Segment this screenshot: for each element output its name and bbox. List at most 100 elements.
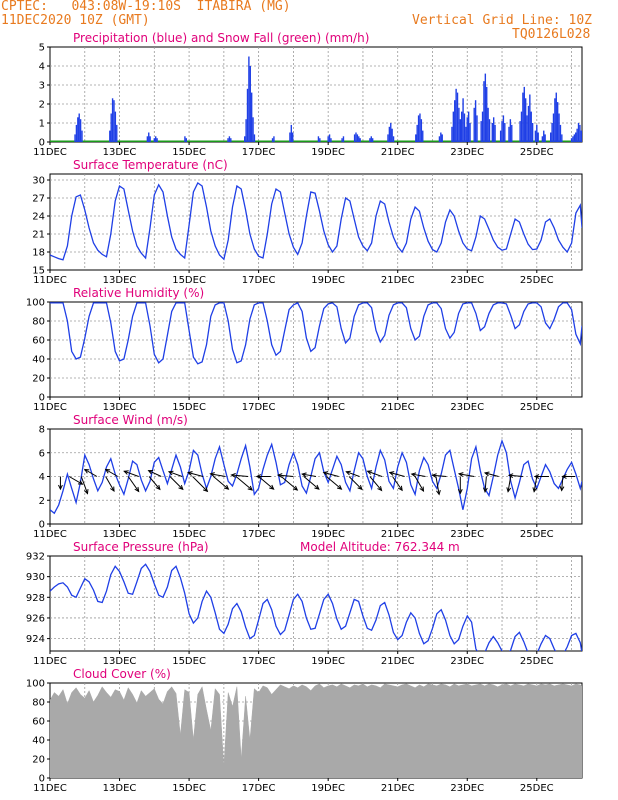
precip-bar bbox=[371, 138, 374, 142]
wind-data bbox=[50, 438, 582, 515]
wind-arrow bbox=[346, 471, 360, 477]
pressure-xtick-label: 17DEC bbox=[242, 656, 276, 667]
precip-bar bbox=[415, 134, 417, 142]
precip-bar bbox=[153, 138, 156, 142]
precip-bar bbox=[550, 132, 552, 142]
precip-bar bbox=[156, 138, 158, 142]
precip-ytick-label: 2 bbox=[39, 100, 45, 111]
pressure-frame bbox=[49, 555, 583, 652]
precip-ytick-label: 1 bbox=[39, 119, 45, 130]
precip-bar bbox=[483, 81, 485, 142]
precip-bar bbox=[111, 98, 114, 142]
rh-ytick-label: 60 bbox=[32, 336, 45, 347]
temp-xtick-label: 13DEC bbox=[103, 275, 137, 286]
precip-bar bbox=[271, 138, 274, 142]
rh-xtick-label: 15DEC bbox=[172, 402, 206, 413]
wind-arrow-head bbox=[457, 472, 464, 477]
precip-bar bbox=[524, 98, 527, 142]
cloud-ytick-label: 100 bbox=[26, 679, 45, 690]
precip-bar bbox=[388, 126, 391, 142]
wind-arrow bbox=[192, 476, 208, 492]
wind-arrow bbox=[302, 473, 317, 477]
precip-bar bbox=[492, 117, 495, 142]
pressure-ytick-label: 926 bbox=[26, 613, 45, 624]
precip-bar bbox=[353, 134, 356, 142]
pressure-data bbox=[50, 563, 582, 651]
wind-arrow-head bbox=[178, 484, 184, 491]
wind-arrow bbox=[231, 474, 249, 477]
cloud-xtick-label: 17DEC bbox=[242, 783, 276, 794]
precip-bar bbox=[417, 115, 420, 142]
wind-arrow-head bbox=[155, 484, 161, 491]
wind-arrow bbox=[432, 474, 447, 477]
wind-arrow bbox=[80, 476, 88, 494]
wind-arrow bbox=[210, 473, 226, 477]
cloud-ytick-label: 80 bbox=[32, 698, 45, 709]
precip-bar bbox=[358, 136, 360, 142]
wind-arrow-head bbox=[276, 473, 283, 478]
rh-ytick-label: 100 bbox=[26, 298, 45, 309]
precip-bar bbox=[146, 136, 149, 142]
wind-arrow-head bbox=[507, 473, 514, 479]
cloud-panel: 0 20 40 60 80 100 11DEC 13DEC 15DEC 17DEC 19DEC 21D… bbox=[26, 667, 583, 794]
precip-bar bbox=[77, 117, 79, 142]
wind-arrow-head bbox=[483, 471, 490, 477]
rh-xtick-label: 21DEC bbox=[381, 402, 415, 413]
rh-title: Relative Humidity (%) bbox=[73, 286, 204, 300]
precip-bar bbox=[228, 136, 231, 142]
precip-bar bbox=[185, 138, 187, 142]
wind-series-line bbox=[50, 438, 582, 515]
wind-arrow-head bbox=[532, 487, 538, 493]
wind-arrow-head bbox=[336, 484, 343, 490]
precip-bar bbox=[327, 136, 329, 142]
cloud-title: Cloud Cover (%) bbox=[73, 667, 171, 681]
wind-arrow-head bbox=[366, 470, 373, 475]
precip-bar bbox=[509, 119, 512, 142]
precip-bar bbox=[113, 100, 115, 142]
temp-series-line bbox=[50, 182, 582, 261]
precip-bar bbox=[155, 136, 157, 142]
wind-arrow-head bbox=[345, 470, 351, 476]
wind-arrow bbox=[348, 476, 363, 490]
wind-arrow-head bbox=[230, 472, 236, 478]
wind-arrow bbox=[533, 476, 538, 492]
temp-xtick-label: 21DEC bbox=[381, 275, 415, 286]
cloud-cover-area bbox=[50, 683, 582, 778]
precip-bar bbox=[109, 130, 111, 142]
wind-arrow bbox=[458, 473, 475, 477]
temp-ytick-label: 30 bbox=[32, 176, 45, 187]
precip-bar bbox=[504, 123, 506, 142]
precip-bar bbox=[499, 130, 502, 142]
temp-xtick-label: 25DEC bbox=[520, 275, 554, 286]
precip-bar bbox=[355, 132, 357, 142]
precip-bar bbox=[253, 134, 256, 142]
wind-arrow-head bbox=[134, 486, 140, 493]
wind-arrow bbox=[303, 476, 320, 490]
pressure-ytick-label: 928 bbox=[26, 593, 45, 604]
precip-bar bbox=[554, 98, 556, 142]
precip-bar bbox=[523, 86, 525, 142]
temp-xtick-label: 11DEC bbox=[33, 275, 67, 286]
wind-arrow bbox=[169, 476, 184, 490]
wind-arrow-head bbox=[482, 487, 488, 493]
precip-bar bbox=[579, 124, 581, 142]
precip-bar bbox=[556, 102, 559, 142]
precip-bar bbox=[440, 132, 442, 142]
rh-panel: 0 20 40 60 80 100 11DEC 13DEC 15DEC 17DEC 19DEC 21D… bbox=[26, 286, 583, 413]
cloud-xtick-label: 15DEC bbox=[172, 783, 206, 794]
precip-data bbox=[50, 56, 582, 142]
wind-arrow-head bbox=[322, 471, 329, 476]
wind-arrow bbox=[484, 476, 487, 492]
rh-data bbox=[50, 302, 582, 365]
wind-xtick-label: 11DEC bbox=[33, 529, 67, 540]
rh-ytick-label: 80 bbox=[32, 317, 45, 328]
precip-bar bbox=[491, 123, 493, 142]
rh-ytick-label: 20 bbox=[32, 374, 45, 385]
temp-ytick-label: 18 bbox=[32, 248, 45, 259]
pressure-xtick-label: 19DEC bbox=[311, 656, 345, 667]
precip-bar bbox=[459, 119, 461, 142]
precip-xtick-label: 25DEC bbox=[520, 147, 554, 158]
temp-panel: 15 18 21 24 27 30 11DEC 13DEC 15DEC 17DEC 19DEC 21D… bbox=[32, 158, 583, 286]
cloud-ytick-label: 20 bbox=[32, 755, 45, 766]
precip-bar bbox=[527, 105, 530, 142]
